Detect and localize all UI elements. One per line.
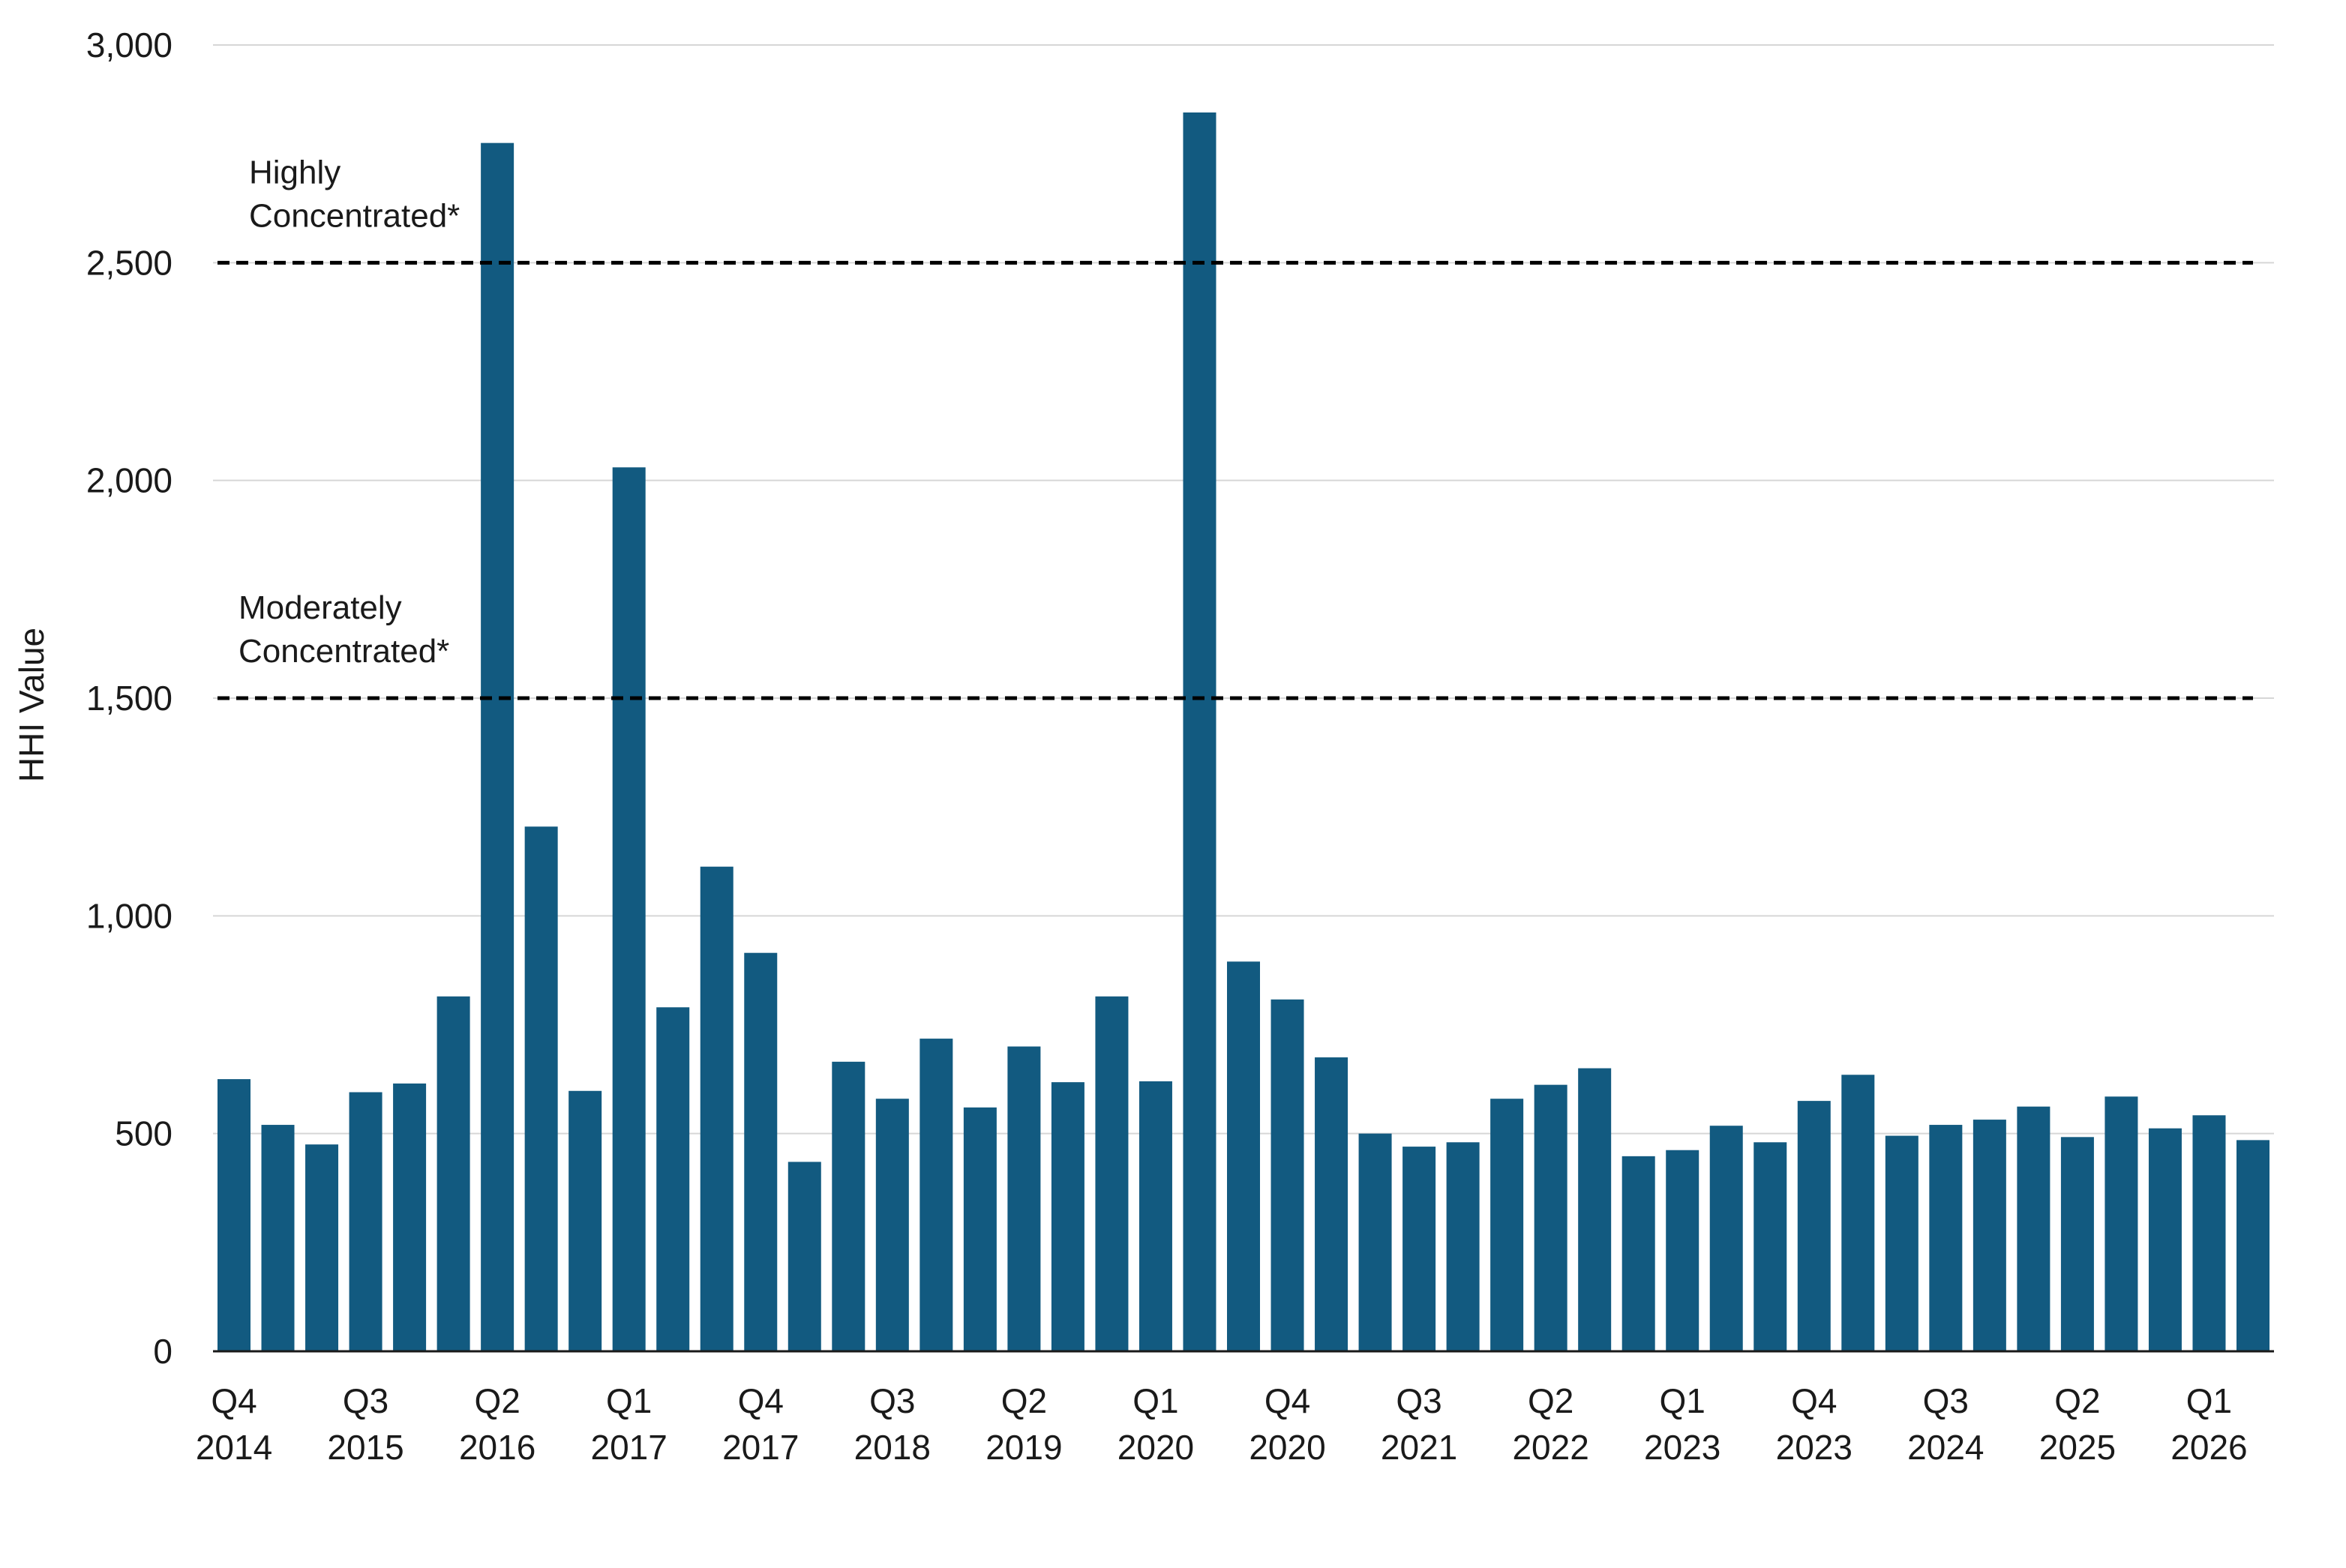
x-tick-year: 2023 [1776, 1428, 1852, 1467]
bar [1797, 1101, 1831, 1351]
x-tick-year: 2021 [1381, 1428, 1457, 1467]
x-tick-quarter: Q3 [343, 1381, 388, 1420]
bar [1402, 1147, 1436, 1351]
threshold-label: Concentrated* [249, 197, 460, 234]
x-tick-quarter: Q4 [1791, 1381, 1837, 1420]
bar [481, 142, 514, 1351]
bar [261, 1125, 295, 1351]
x-tick-year: 2016 [459, 1428, 536, 1467]
bar [1315, 1057, 1348, 1351]
x-tick-year: 2017 [722, 1428, 799, 1467]
bar [1885, 1135, 1918, 1351]
x-tick-year: 2015 [327, 1428, 404, 1467]
x-tick-year: 2024 [1907, 1428, 1984, 1467]
x-tick-year: 2026 [2170, 1428, 2247, 1467]
x-tick-quarter: Q2 [2054, 1381, 2100, 1420]
bar [832, 1061, 866, 1351]
bar [656, 1007, 690, 1351]
bar [2192, 1115, 2226, 1351]
bar [2017, 1106, 2050, 1351]
x-tick-year: 2014 [196, 1428, 272, 1467]
bar [2060, 1137, 2094, 1351]
x-tick-quarter: Q2 [1528, 1381, 1574, 1420]
bar [393, 1083, 427, 1351]
x-tick-quarter: Q4 [211, 1381, 256, 1420]
bar [1972, 1120, 2006, 1351]
bar [2148, 1128, 2182, 1351]
bar [349, 1092, 382, 1351]
bar [963, 1107, 997, 1351]
bar [2236, 1140, 2270, 1351]
x-tick-year: 2018 [854, 1428, 931, 1467]
bars [218, 112, 2270, 1352]
bar [1227, 961, 1260, 1351]
x-axis-ticks: Q4 2014 Q3 2015 Q2 2016 Q1 2017 Q4 2017 Q3 2018 Q2 20… [196, 1381, 2248, 1467]
bar [875, 1099, 909, 1351]
x-tick-quarter: Q3 [1923, 1381, 1969, 1420]
bar [1666, 1150, 1700, 1351]
bar [1841, 1075, 1875, 1351]
threshold-lines: Highly Concentrated* Moderately Concentrate… [218, 154, 2253, 700]
bar [612, 467, 646, 1352]
bar [2104, 1096, 2138, 1351]
x-tick-year: 2017 [591, 1428, 668, 1467]
x-tick-quarter: Q3 [1396, 1381, 1442, 1420]
bar [568, 1090, 602, 1351]
bar [1490, 1099, 1524, 1351]
bar [1578, 1068, 1612, 1351]
bar [436, 996, 470, 1351]
x-tick-year: 2019 [986, 1428, 1062, 1467]
y-tick-label: 1,000 [86, 896, 172, 935]
bar [744, 952, 778, 1351]
x-tick-year: 2022 [1512, 1428, 1588, 1467]
x-tick-year: 2025 [2039, 1428, 2116, 1467]
y-axis-ticks: 0 500 1,000 1,500 2,000 2,500 3,000 [86, 25, 172, 1371]
y-tick-label: 500 [115, 1114, 172, 1153]
y-axis-label: HHI Value [12, 628, 51, 782]
bar [1446, 1142, 1480, 1351]
bar [218, 1079, 250, 1351]
y-tick-label: 2,500 [86, 243, 172, 282]
bar [920, 1039, 953, 1351]
x-tick-quarter: Q1 [1132, 1381, 1178, 1420]
threshold-label: Concentrated* [238, 633, 449, 670]
y-tick-label: 3,000 [86, 25, 172, 64]
bar [1709, 1126, 1743, 1351]
bar [1051, 1082, 1084, 1351]
bar [1358, 1133, 1392, 1351]
bar [305, 1144, 339, 1351]
bar [788, 1162, 821, 1351]
y-tick-label: 2,000 [86, 461, 172, 500]
x-tick-quarter: Q3 [869, 1381, 915, 1420]
x-tick-quarter: Q1 [1660, 1381, 1706, 1420]
x-tick-quarter: Q1 [606, 1381, 652, 1420]
x-tick-quarter: Q2 [1001, 1381, 1047, 1420]
bar [1095, 996, 1129, 1351]
bar [1534, 1084, 1568, 1351]
x-tick-quarter: Q4 [1264, 1381, 1310, 1420]
x-tick-year: 2020 [1118, 1428, 1194, 1467]
bar [1754, 1142, 1787, 1351]
bar [524, 826, 558, 1351]
x-tick-year: 2020 [1249, 1428, 1325, 1467]
threshold-label: Moderately [238, 589, 402, 626]
bar [1929, 1125, 1963, 1351]
y-tick-label: 1,500 [86, 679, 172, 718]
x-tick-quarter: Q1 [2186, 1381, 2232, 1420]
y-tick-label: 0 [153, 1332, 172, 1371]
x-tick-quarter: Q2 [474, 1381, 520, 1420]
bar [1138, 1081, 1172, 1351]
bar [1007, 1046, 1041, 1351]
bar [1183, 112, 1216, 1352]
bar [1270, 999, 1304, 1351]
x-tick-quarter: Q4 [738, 1381, 784, 1420]
bar [1622, 1156, 1655, 1351]
bar [700, 866, 734, 1351]
x-tick-year: 2023 [1644, 1428, 1720, 1467]
threshold-label: Highly [249, 154, 340, 190]
